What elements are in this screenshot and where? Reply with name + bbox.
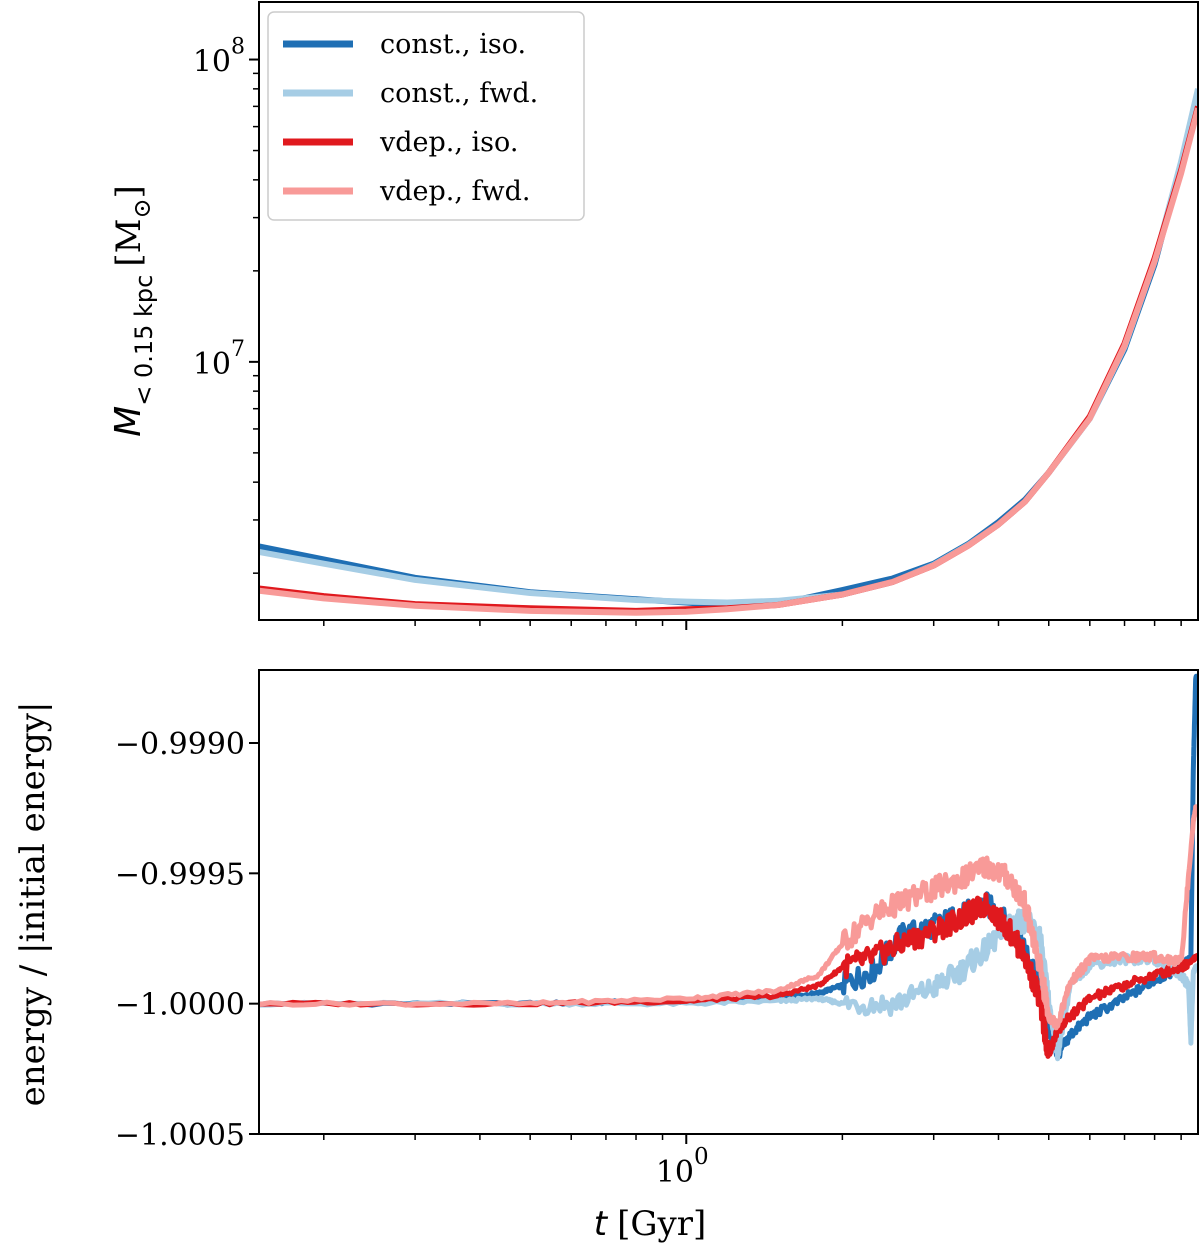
bottom-panel-energy: −0.9990 −0.9995 −1.0000 −1.0005 100 energy …	[13, 669, 1199, 1244]
top-ytick-label-1: 108	[193, 35, 245, 80]
bottom-x-axis-label: t [Gyr]	[594, 1204, 707, 1244]
top-y-label-unit: [M	[109, 219, 149, 267]
bottom-ytick-label-2: −1.0000	[115, 988, 245, 1023]
legend-label-vdep-iso: vdep., iso.	[379, 127, 518, 158]
bottom-x-ticks: 100	[656, 1134, 709, 1190]
bottom-ytick-label-0: −0.9990	[115, 727, 245, 762]
legend-label-const-iso: const., iso.	[380, 29, 526, 60]
top-ytick-exp-1: 8	[231, 35, 245, 60]
x-label-symbol: t	[594, 1204, 609, 1244]
bottom-series-group	[259, 673, 1198, 1062]
bottom-xtick-label-0: 100	[656, 1144, 709, 1190]
x-label-unit: [Gyr]	[617, 1204, 706, 1244]
bottom-xtick-exp-0: 0	[694, 1144, 709, 1170]
bottom-series-const_fwd	[259, 908, 1198, 1062]
top-series-vdep_fwd	[259, 107, 1198, 616]
bottom-xtick-base-0: 10	[656, 1155, 694, 1190]
bottom-series-vdep_fwd	[259, 804, 1198, 1031]
top-y-label-unit-sub: ⊙	[128, 198, 156, 218]
legend-label-const-fwd: const., fwd.	[380, 78, 538, 109]
top-ytick-base-0: 10	[193, 347, 231, 382]
bottom-ytick-label-3: −1.0005	[115, 1118, 245, 1153]
top-axes-frame	[258, 1, 1199, 621]
bottom-series-vdep_iso	[259, 892, 1198, 1059]
top-ytick-exp-0: 7	[231, 337, 245, 362]
top-y-label-symbol: M	[108, 406, 149, 437]
bottom-y-axis-label: energy / |initial energy|	[13, 702, 53, 1107]
bottom-plot-area	[259, 670, 1198, 1134]
bottom-ytick-label-1: −0.9995	[115, 857, 245, 892]
top-y-label-unit-close: ]	[109, 185, 149, 198]
top-y-label-subscript: < 0.15 kpc	[130, 275, 158, 406]
top-ytick-label-0: 107	[193, 337, 245, 382]
bottom-y-ticks: −0.9990 −0.9995 −1.0000 −1.0005	[115, 727, 259, 1153]
top-ytick-base-1: 10	[193, 45, 231, 80]
top-series-group	[259, 88, 1198, 616]
legend-label-vdep-fwd: vdep., fwd.	[379, 176, 531, 207]
legend: const., iso. const., fwd. vdep., iso. vd…	[267, 11, 585, 221]
legend-box	[267, 11, 585, 221]
bottom-axes-frame	[258, 669, 1199, 1135]
top-y-axis-label: M< 0.15 kpc [M⊙]	[108, 185, 158, 437]
